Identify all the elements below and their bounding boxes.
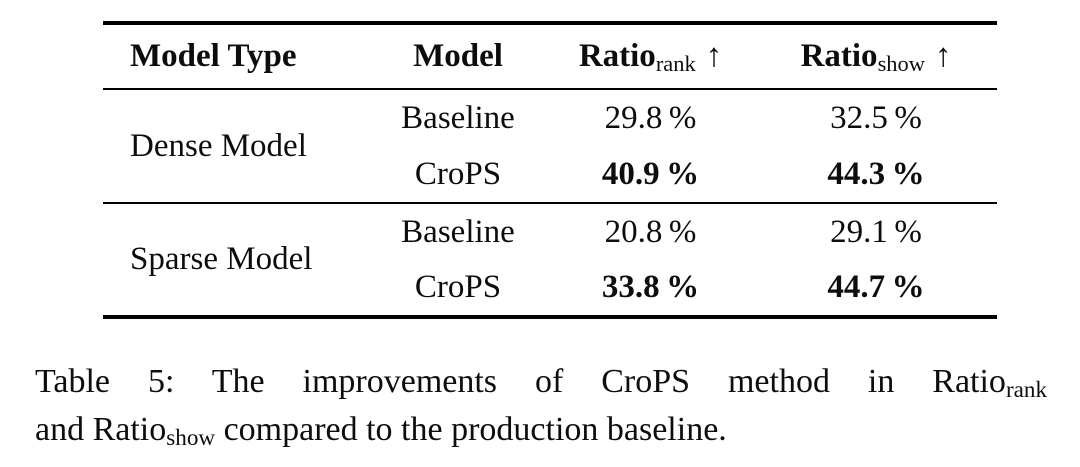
- ratio-rank-subscript: rank: [655, 50, 696, 76]
- ratio-show-cell: 32.5 %: [830, 99, 922, 136]
- caption-text: Table 5: The improvements of CroPS metho…: [35, 363, 1006, 400]
- group-sparse-model: Sparse Model Baseline 20.8 % 29.1 % CroP…: [103, 203, 997, 317]
- model-cell: Baseline: [401, 213, 515, 250]
- ratio-rank-label: Ratio: [578, 38, 656, 74]
- ratio-show-cell: 29.1 %: [830, 213, 922, 250]
- caption-text: and Ratio: [35, 411, 167, 448]
- ratio-show-cell: 44.3 %: [827, 155, 925, 192]
- caption-show-subscript: show: [166, 425, 216, 452]
- col-header-ratio-rank: Ratiorank ↑: [546, 23, 755, 89]
- model-cell: CroPS: [414, 269, 502, 305]
- caption-line-2: and Ratioshow compared to the production…: [35, 406, 1047, 454]
- group-dense-model: Dense Model Baseline 29.8 % 32.5 % CroPS…: [103, 89, 997, 203]
- caption-rank-subscript: rank: [1005, 377, 1047, 404]
- ratio-rank-cell: 20.8 %: [604, 213, 697, 250]
- ratio-show-label: Ratio: [800, 38, 878, 74]
- up-arrow-icon: ↑: [705, 38, 723, 74]
- results-table: Model Type Model Ratiorank ↑ Ratioshow ↑ D…: [103, 21, 997, 319]
- ratio-show-cell: 44.7 %: [827, 269, 925, 305]
- ratio-rank-cell: 33.8 %: [601, 269, 700, 305]
- ratio-rank-cell: 40.9 %: [601, 155, 700, 192]
- col-header-ratio-show: Ratioshow ↑: [755, 23, 997, 89]
- table-header: Model Type Model Ratiorank ↑ Ratioshow ↑: [103, 23, 997, 89]
- model-cell: Baseline: [401, 99, 515, 136]
- table-row: Dense Model Baseline 29.8 % 32.5 %: [103, 89, 997, 164]
- table-row: CroPS 40.9 % 44.3 %: [103, 146, 997, 203]
- model-type-cell: Sparse Model: [130, 241, 313, 277]
- caption-line-1: Table 5: The improvements of CroPS metho…: [35, 358, 1047, 406]
- ratio-show-subscript: show: [877, 50, 925, 76]
- up-arrow-icon: ↑: [934, 38, 952, 74]
- table-caption: Table 5: The improvements of CroPS metho…: [35, 358, 1047, 454]
- col-header-model-type: Model Type: [130, 38, 297, 74]
- table-row: CroPS 33.8 % 44.7 %: [103, 260, 997, 317]
- col-header-model: Model: [413, 38, 503, 74]
- ratio-rank-cell: 29.8 %: [604, 99, 697, 136]
- results-table-container: Model Type Model Ratiorank ↑ Ratioshow ↑ D…: [103, 21, 997, 319]
- table-row: Sparse Model Baseline 20.8 % 29.1 %: [103, 203, 997, 278]
- header-row: Model Type Model Ratiorank ↑ Ratioshow ↑: [103, 23, 997, 89]
- model-type-cell: Dense Model: [130, 127, 307, 164]
- model-cell: CroPS: [414, 155, 502, 192]
- caption-text: compared to the production baseline.: [215, 411, 727, 448]
